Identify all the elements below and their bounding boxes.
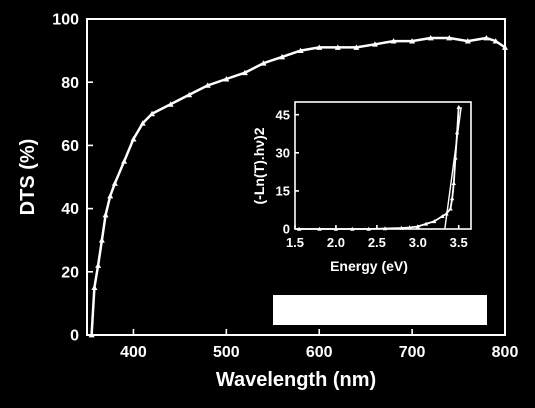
inset-data-point [296, 226, 302, 231]
inset-y-tick-label: 30 [276, 145, 290, 160]
main-data-point [149, 110, 156, 117]
inset-tick-labels: 1.5 2.0 2.5 3.0 3.5 0 15 30 45 [276, 107, 468, 250]
main-data-point [121, 158, 128, 164]
inset-data-point [399, 225, 404, 230]
main-data-point [492, 38, 499, 44]
main-x-tick-label: 700 [399, 344, 426, 361]
inset-plot-frame [294, 101, 472, 230]
main-data-point [204, 82, 211, 88]
inset-data-point [449, 196, 455, 201]
main-data-point [371, 41, 378, 47]
inset-data-point [317, 226, 322, 231]
main-data-point [483, 34, 490, 41]
inset-data-point [415, 224, 420, 229]
main-y-tick-label: 20 [61, 264, 79, 281]
inset-data-point [451, 181, 457, 186]
inset-y-tick-label: 15 [276, 183, 290, 198]
inset-data-point [350, 226, 355, 231]
main-x-tick-label: 800 [492, 344, 519, 361]
main-data-point [297, 47, 304, 53]
inset-x-tick-label: 3.5 [450, 235, 468, 250]
inset-x-tick-label: 2.5 [368, 235, 386, 250]
inset-data-point [423, 221, 429, 226]
main-data-point [464, 38, 471, 44]
main-y-tick-label: 100 [52, 12, 79, 29]
inset-y-tick-label: 45 [276, 107, 290, 122]
main-y-tick-label: 80 [61, 75, 79, 92]
main-data-point [95, 262, 102, 268]
main-tick-labels: 400 500 600 700 800 0 20 40 60 80 100 [52, 12, 518, 361]
inset-data-point [456, 104, 461, 109]
main-data-point [260, 60, 267, 66]
main-data-point [223, 76, 230, 82]
main-data-point [111, 180, 118, 186]
main-data-point [390, 38, 397, 44]
main-x-tick-label: 600 [306, 344, 333, 361]
inset-fit-line [444, 106, 462, 230]
main-y-tick-label: 60 [61, 138, 79, 155]
inset-data-point [366, 226, 371, 231]
inset-data-point [333, 226, 339, 231]
main-data-point [502, 44, 508, 50]
main-data-point [186, 91, 193, 98]
main-x-tick-label: 400 [120, 344, 147, 361]
white-bar-overlay [273, 295, 487, 325]
main-data-point [427, 34, 434, 41]
inset-x-axis-label: Energy (eV) [330, 258, 408, 274]
inset-data-point [448, 206, 453, 211]
main-data-point [446, 34, 453, 41]
main-data-point [139, 120, 146, 126]
inset-data-point [431, 219, 437, 224]
main-data-point [279, 53, 286, 60]
main-data-point [102, 211, 109, 218]
main-y-tick-label: 40 [61, 201, 79, 218]
main-data-point [167, 101, 174, 107]
main-data-point [316, 44, 323, 50]
main-y-axis-label: DTS (%) [17, 139, 39, 216]
inset-y-axis-label: (-Ln(T).hν)2 [251, 127, 267, 204]
main-data-point [88, 332, 95, 338]
main-data-point [353, 44, 360, 50]
main-data-point [107, 192, 114, 199]
main-data-point [241, 69, 248, 76]
main-data-point [98, 237, 105, 243]
main-data-point [334, 44, 341, 50]
inset-y-tick-label: 0 [283, 222, 290, 237]
main-x-tick-label: 500 [213, 344, 240, 361]
main-data-point [130, 136, 137, 142]
main-y-tick-label: 0 [70, 328, 79, 345]
main-x-axis-label: Wavelength (nm) [216, 369, 376, 391]
main-data-point [409, 38, 416, 44]
inset-data-point [382, 226, 388, 231]
main-series [88, 34, 508, 338]
inset-data-point [407, 225, 412, 230]
inset-x-tick-label: 2.0 [327, 235, 345, 250]
inset-x-tick-label: 1.5 [286, 235, 304, 250]
inset-x-tick-label: 3.0 [409, 235, 427, 250]
inset-data-point [440, 214, 445, 219]
main-data-point [91, 284, 98, 290]
main-plot-frame [86, 18, 506, 336]
